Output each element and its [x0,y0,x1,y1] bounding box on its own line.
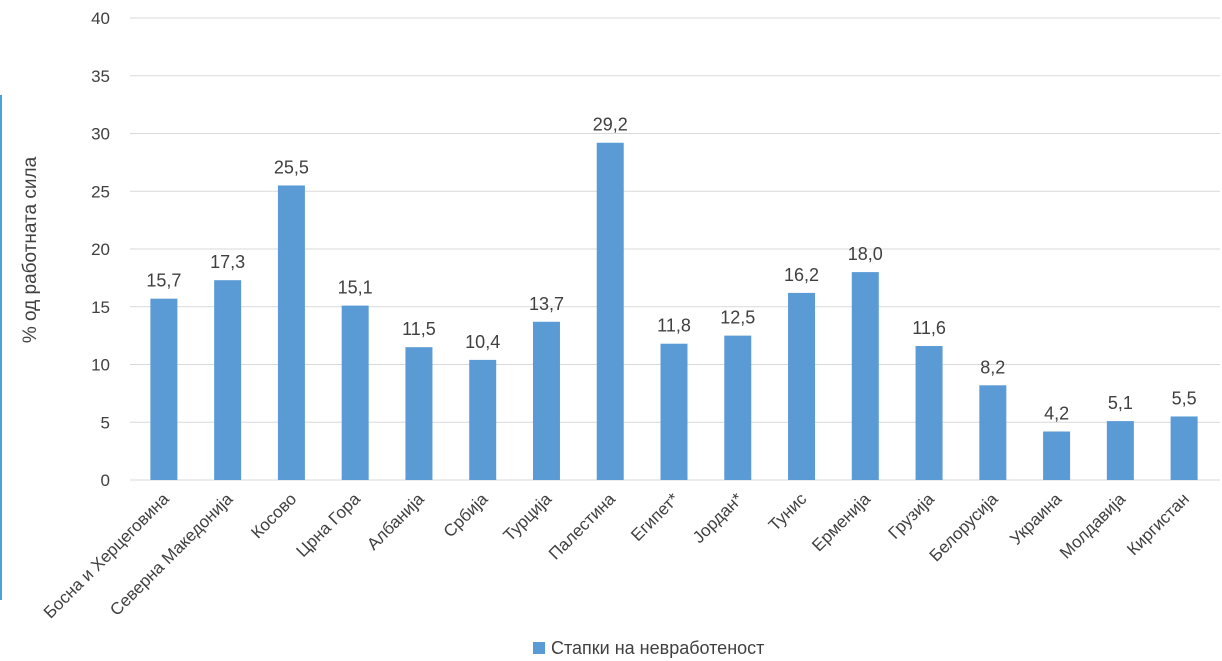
category-label: Босна и Херцеговина [40,489,173,622]
y-tick-label: 0 [101,471,110,490]
category-label: Украина [1006,489,1066,549]
bar [788,292,816,480]
data-label: 25,5 [274,157,309,177]
data-label: 17,3 [210,252,245,272]
data-label: 15,7 [146,271,181,291]
y-axis-ticks: 0 5 10 15 20 25 30 35 40 [91,9,110,490]
data-label: 8,2 [980,357,1005,377]
category-label: Ерменија [808,489,874,555]
bar [915,346,943,480]
y-tick-label: 5 [101,413,110,432]
bar [660,343,688,480]
category-label: Србија [440,489,492,541]
y-tick-label: 10 [91,356,110,375]
bar [214,280,242,480]
bar [277,185,305,480]
bar [596,142,624,481]
data-label: 13,7 [529,294,564,314]
y-tick-label: 15 [91,298,110,317]
bar [405,347,433,480]
category-label: Молдавија [1056,489,1130,563]
y-tick-label: 35 [91,67,110,86]
left-accent-rule [0,95,2,600]
bar [979,385,1007,480]
data-labels: 15,7 17,3 25,5 15,1 11,5 10,4 13,7 29,2 11,8 12,5… [146,115,1196,424]
data-label: 4,2 [1044,403,1069,423]
category-label: Турција [500,489,556,545]
data-label: 12,5 [720,308,755,328]
data-label: 29,2 [593,115,628,135]
category-label: Северна Македонија [106,489,237,620]
bar [341,305,369,480]
legend-label: Стапки на невработеност [551,638,764,658]
data-label: 18,0 [848,244,883,264]
bar [1106,421,1134,480]
data-label: 5,5 [1172,388,1197,408]
y-tick-label: 30 [91,125,110,144]
y-tick-label: 20 [91,240,110,259]
data-label: 11,6 [912,318,946,338]
category-label: Киргистан [1123,489,1193,559]
data-label: 5,1 [1108,393,1133,413]
data-label: 11,5 [402,319,436,339]
bar [150,298,178,480]
category-label: Грузија [884,489,938,543]
data-label: 11,8 [657,316,691,336]
category-label: Црна Гора [293,489,365,561]
y-axis-title: % од работната сила [20,156,41,343]
bar [724,335,752,480]
bar [532,321,560,480]
legend[interactable]: Стапки на невработеност [533,638,764,658]
y-tick-label: 25 [91,182,110,201]
category-label: Белорусија [926,489,1002,565]
category-label: Тунис [765,489,811,535]
category-label: Египет* [627,489,683,545]
data-label: 16,2 [784,265,819,285]
category-label: Палестина [545,489,619,563]
bar [1170,416,1198,480]
data-label: 15,1 [338,278,373,298]
data-label: 10,4 [465,332,500,352]
category-label: Косово [247,489,300,542]
bar [1043,431,1071,480]
y-tick-label: 40 [91,9,110,28]
bar [469,359,497,480]
category-label: Албанија [363,489,428,554]
bar [851,272,879,480]
bars [150,142,1198,481]
legend-swatch [533,642,545,654]
category-label: Јордан* [689,489,747,547]
gridlines [130,17,1220,481]
